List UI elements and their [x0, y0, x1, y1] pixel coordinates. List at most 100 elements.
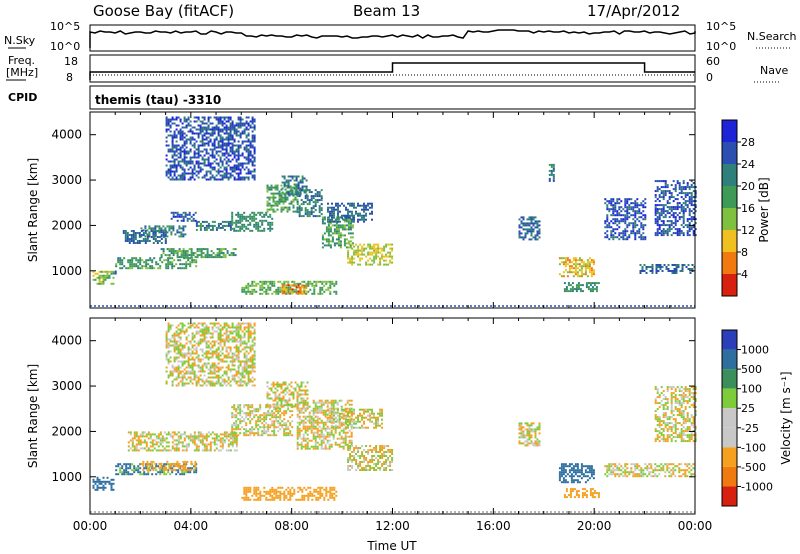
power-cell — [289, 189, 292, 192]
velocity-cell — [316, 433, 319, 436]
velocity-cell — [189, 435, 192, 438]
velocity-cell — [338, 399, 341, 402]
velocity-cell — [194, 466, 197, 469]
velocity-cell — [193, 471, 196, 474]
power-cell — [283, 290, 286, 293]
power-cell — [331, 202, 333, 205]
velocity-cell — [133, 445, 136, 448]
power-cell — [221, 170, 224, 173]
power-cell — [333, 290, 336, 293]
velocity-cell — [308, 421, 311, 424]
power-cell — [180, 256, 183, 259]
power-cell — [217, 226, 220, 229]
power-cell — [278, 192, 281, 195]
power-cell — [253, 178, 256, 181]
velocity-cell — [330, 403, 333, 406]
velocity-cell — [112, 482, 115, 485]
power-cell — [341, 228, 344, 231]
power-cell — [327, 210, 329, 213]
velocity-cell — [345, 414, 347, 417]
power-cell — [180, 227, 183, 230]
power-cell — [209, 224, 212, 227]
power-cell — [137, 261, 140, 264]
power-cell — [636, 230, 639, 233]
velocity-cell — [188, 468, 191, 471]
power-cell — [329, 292, 332, 295]
power-cell — [227, 154, 230, 157]
power-cell — [316, 193, 319, 196]
power-cell — [253, 174, 256, 177]
power-cell — [674, 190, 677, 193]
power-cell — [678, 186, 681, 189]
velocity-cell — [306, 407, 309, 410]
power-cell — [127, 261, 130, 264]
power-cell — [636, 218, 639, 221]
power-cell — [211, 224, 214, 227]
velocity-cell — [348, 439, 351, 442]
velocity-cell — [195, 449, 198, 452]
velocity-cell — [294, 403, 297, 406]
power-cell — [662, 216, 665, 219]
power-cell — [616, 200, 619, 203]
velocity-cell — [104, 480, 107, 483]
power-cell — [694, 196, 697, 199]
velocity-cell — [339, 424, 341, 427]
velocity-cell — [164, 466, 167, 469]
power-cell — [564, 257, 567, 260]
power-cell — [227, 172, 230, 175]
velocity-cell — [121, 471, 124, 474]
power-cell — [385, 255, 388, 258]
power-cell — [279, 290, 282, 293]
power-cell — [205, 152, 208, 155]
power-cell — [225, 168, 228, 171]
power-cell — [122, 232, 125, 234]
power-cell — [179, 138, 182, 141]
velocity-cell — [255, 424, 258, 427]
power-cell — [321, 238, 324, 241]
power-cell — [303, 286, 306, 289]
power-cell — [660, 192, 663, 195]
power-cell — [678, 234, 681, 237]
power-cell — [316, 199, 319, 202]
power-cell — [203, 148, 206, 151]
power-cell — [305, 185, 308, 188]
power-cell — [181, 172, 184, 175]
power-cell — [688, 186, 691, 189]
power-cell — [651, 272, 654, 274]
power-cell — [333, 232, 336, 235]
power-cell — [686, 206, 689, 209]
velocity-cell — [306, 437, 309, 440]
power-cell — [175, 170, 178, 173]
power-cell — [169, 148, 172, 151]
power-cell — [282, 202, 285, 205]
power-cell — [156, 225, 159, 228]
velocity-cell — [324, 427, 327, 430]
velocity-cell — [324, 409, 327, 412]
power-cell — [349, 261, 352, 264]
velocity-cell — [249, 406, 252, 409]
power-cell — [624, 234, 627, 237]
velocity-cell — [283, 424, 286, 427]
power-cell — [144, 238, 147, 240]
velocity-cell — [163, 437, 166, 440]
power-cell — [668, 228, 671, 231]
velocity-cell — [277, 410, 280, 413]
power-cell — [197, 124, 200, 127]
velocity-cell — [320, 433, 323, 436]
power-cell — [575, 288, 578, 291]
power-cell — [359, 214, 361, 217]
velocity-cell — [285, 434, 288, 437]
power-cell — [306, 203, 309, 206]
velocity-cell — [327, 408, 329, 411]
velocity-cell — [296, 407, 299, 410]
power-cell — [321, 288, 324, 291]
velocity-cell — [290, 385, 293, 388]
velocity-cell — [102, 480, 105, 483]
power-cell — [200, 254, 203, 257]
velocity-cell — [363, 449, 366, 451]
velocity-cell — [272, 399, 275, 402]
power-cell — [229, 174, 232, 177]
power-cell — [292, 186, 295, 189]
velocity-cell — [369, 469, 372, 471]
power-cell — [663, 264, 666, 266]
